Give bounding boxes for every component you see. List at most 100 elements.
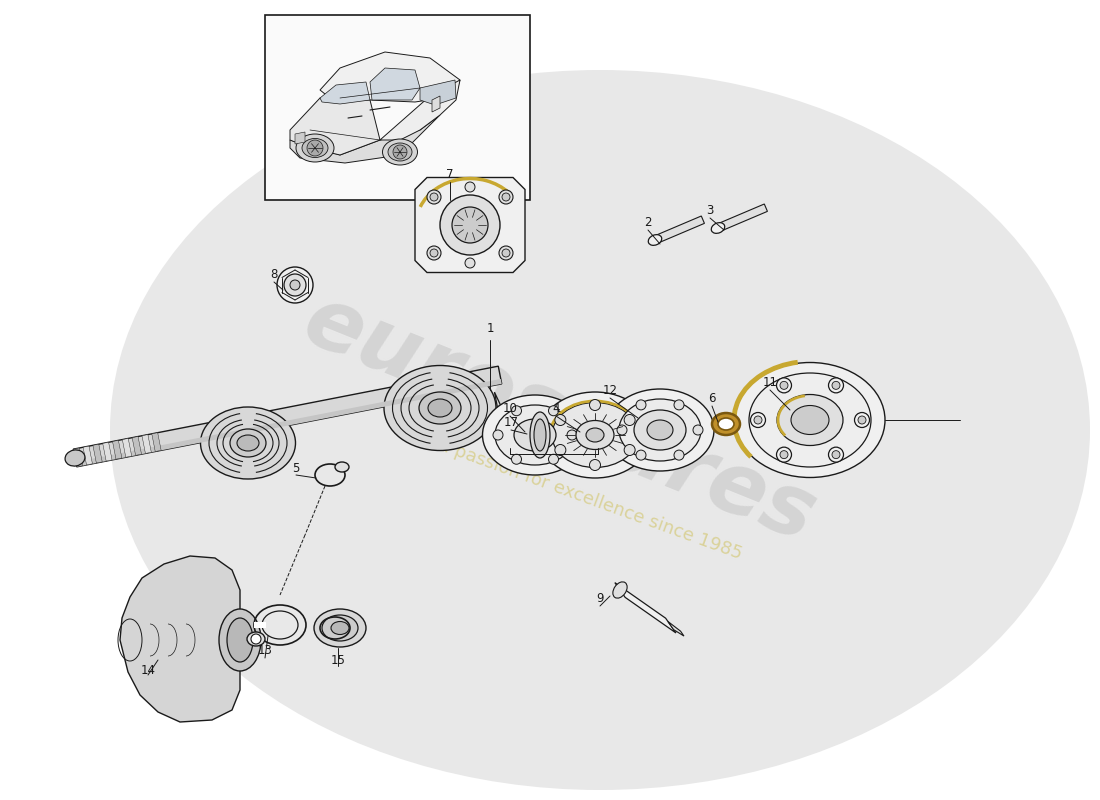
Ellipse shape xyxy=(613,582,627,598)
Ellipse shape xyxy=(200,407,296,479)
Ellipse shape xyxy=(530,412,550,458)
Text: 15: 15 xyxy=(331,654,345,666)
Ellipse shape xyxy=(302,138,328,158)
Polygon shape xyxy=(495,392,512,438)
Circle shape xyxy=(566,430,578,440)
Polygon shape xyxy=(102,442,112,461)
Polygon shape xyxy=(120,556,240,722)
Circle shape xyxy=(452,207,488,243)
Circle shape xyxy=(777,447,792,462)
Ellipse shape xyxy=(336,462,349,472)
Ellipse shape xyxy=(712,222,725,234)
Circle shape xyxy=(858,416,866,424)
Polygon shape xyxy=(653,216,704,244)
Polygon shape xyxy=(254,622,266,628)
Polygon shape xyxy=(122,438,132,458)
Circle shape xyxy=(780,450,788,458)
Text: 13: 13 xyxy=(257,643,273,657)
Circle shape xyxy=(855,413,869,427)
Text: 4: 4 xyxy=(552,402,560,414)
Ellipse shape xyxy=(791,406,829,434)
Polygon shape xyxy=(420,80,456,105)
Circle shape xyxy=(499,246,513,260)
Ellipse shape xyxy=(65,450,85,466)
Polygon shape xyxy=(668,622,684,636)
Circle shape xyxy=(636,400,646,410)
Text: 10: 10 xyxy=(503,402,517,414)
Circle shape xyxy=(828,447,844,462)
Circle shape xyxy=(754,416,762,424)
Ellipse shape xyxy=(552,402,638,467)
Text: 6: 6 xyxy=(708,391,716,405)
Circle shape xyxy=(780,382,788,390)
Circle shape xyxy=(693,425,703,435)
Circle shape xyxy=(251,634,261,644)
Circle shape xyxy=(502,193,510,201)
Ellipse shape xyxy=(230,429,266,457)
Ellipse shape xyxy=(383,139,418,165)
Circle shape xyxy=(512,454,521,464)
Text: 1: 1 xyxy=(486,322,494,334)
Polygon shape xyxy=(432,96,440,112)
Circle shape xyxy=(590,459,601,470)
Circle shape xyxy=(828,378,844,393)
Circle shape xyxy=(777,378,792,393)
Ellipse shape xyxy=(514,419,556,451)
Circle shape xyxy=(440,195,500,255)
Ellipse shape xyxy=(236,435,258,451)
Circle shape xyxy=(290,280,300,290)
Ellipse shape xyxy=(712,413,740,435)
Text: 8: 8 xyxy=(271,267,277,281)
Ellipse shape xyxy=(314,609,366,647)
Ellipse shape xyxy=(648,234,662,246)
Text: 3: 3 xyxy=(706,203,714,217)
Circle shape xyxy=(427,190,441,204)
Circle shape xyxy=(430,249,438,257)
Ellipse shape xyxy=(777,394,843,446)
Circle shape xyxy=(499,190,513,204)
Polygon shape xyxy=(74,448,82,467)
Circle shape xyxy=(465,182,475,192)
Ellipse shape xyxy=(419,392,461,424)
Ellipse shape xyxy=(586,428,604,442)
Circle shape xyxy=(636,450,646,460)
Circle shape xyxy=(624,414,635,426)
Ellipse shape xyxy=(749,373,871,467)
Circle shape xyxy=(430,193,438,201)
Polygon shape xyxy=(370,68,420,100)
Circle shape xyxy=(427,246,441,260)
Circle shape xyxy=(554,414,565,426)
Ellipse shape xyxy=(388,143,412,161)
Ellipse shape xyxy=(331,622,349,634)
Text: a passion for excellence since 1985: a passion for excellence since 1985 xyxy=(436,437,745,563)
Polygon shape xyxy=(320,52,460,102)
Ellipse shape xyxy=(619,399,701,461)
Polygon shape xyxy=(92,444,102,463)
Ellipse shape xyxy=(428,399,452,417)
Ellipse shape xyxy=(483,395,587,475)
Polygon shape xyxy=(320,82,370,104)
Text: eurospares: eurospares xyxy=(292,279,828,561)
Text: 14: 14 xyxy=(141,663,155,677)
Ellipse shape xyxy=(576,421,614,450)
Polygon shape xyxy=(112,440,122,459)
Polygon shape xyxy=(132,437,142,455)
Text: 2: 2 xyxy=(645,215,651,229)
Polygon shape xyxy=(76,379,502,467)
Polygon shape xyxy=(290,115,440,163)
Polygon shape xyxy=(615,582,675,633)
Circle shape xyxy=(617,425,627,435)
Ellipse shape xyxy=(296,134,334,162)
Circle shape xyxy=(284,274,306,296)
Text: 11: 11 xyxy=(762,375,778,389)
Ellipse shape xyxy=(718,418,734,430)
Ellipse shape xyxy=(227,618,253,662)
Circle shape xyxy=(393,145,407,159)
Circle shape xyxy=(465,258,475,268)
Text: 9: 9 xyxy=(596,591,604,605)
Circle shape xyxy=(674,400,684,410)
Circle shape xyxy=(554,445,565,455)
Ellipse shape xyxy=(634,410,686,450)
Polygon shape xyxy=(290,98,380,155)
Polygon shape xyxy=(152,433,161,451)
